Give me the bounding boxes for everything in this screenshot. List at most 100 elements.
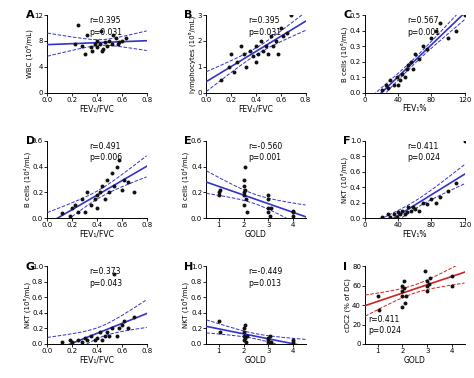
Point	[87, 333, 95, 339]
Point	[113, 164, 121, 170]
Point	[81, 51, 89, 57]
Point	[78, 339, 86, 345]
Text: r=0.411: r=0.411	[407, 141, 438, 150]
Point	[396, 77, 404, 83]
Text: E: E	[184, 136, 192, 146]
Point	[66, 213, 73, 219]
Point	[88, 48, 96, 54]
Point	[240, 202, 247, 208]
Point	[277, 25, 284, 31]
Point	[264, 339, 272, 345]
Point	[78, 43, 86, 49]
Point	[81, 209, 89, 215]
Point	[83, 337, 91, 343]
X-axis label: FEV₁/FVC: FEV₁/FVC	[80, 356, 115, 364]
Point	[228, 51, 235, 57]
Point	[448, 273, 456, 279]
Point	[108, 170, 116, 176]
Point	[118, 322, 126, 328]
Text: p=0.001: p=0.001	[407, 28, 440, 37]
Point	[394, 82, 402, 88]
X-axis label: GOLD: GOLD	[245, 230, 267, 239]
Text: r=0.411: r=0.411	[368, 314, 400, 324]
Point	[461, 138, 468, 144]
Point	[93, 205, 101, 211]
Point	[97, 28, 105, 34]
Point	[100, 196, 108, 202]
Text: p=0.006: p=0.006	[89, 153, 122, 162]
Point	[93, 335, 101, 341]
Point	[103, 43, 111, 49]
Text: p=0.031: p=0.031	[89, 28, 122, 37]
Point	[403, 209, 410, 215]
Point	[87, 44, 95, 50]
Point	[264, 192, 272, 198]
X-axis label: FEV₁/FVC: FEV₁/FVC	[80, 104, 115, 113]
Point	[436, 20, 444, 26]
Text: p=0.024: p=0.024	[407, 153, 440, 162]
Point	[218, 77, 225, 83]
Point	[93, 38, 101, 44]
Point	[386, 77, 394, 83]
Point	[399, 208, 406, 214]
Point	[266, 333, 273, 339]
Point	[240, 325, 247, 332]
Point	[428, 196, 435, 202]
Point	[411, 206, 419, 212]
Point	[93, 192, 101, 198]
Point	[267, 33, 274, 39]
Point	[453, 180, 460, 186]
Text: r=0.395: r=0.395	[248, 16, 280, 25]
Point	[78, 196, 86, 202]
Point	[98, 48, 106, 54]
Point	[241, 187, 248, 193]
Point	[240, 329, 247, 335]
Point	[423, 288, 431, 294]
Point	[419, 43, 427, 49]
X-axis label: GOLD: GOLD	[245, 356, 267, 364]
Point	[91, 337, 99, 343]
Text: p=0.031: p=0.031	[248, 28, 281, 37]
Point	[74, 209, 82, 215]
Point	[110, 183, 118, 189]
Text: r=0.395: r=0.395	[89, 16, 120, 25]
Point	[240, 337, 247, 343]
Point	[423, 46, 431, 52]
Point	[290, 208, 297, 214]
Point	[112, 35, 119, 41]
Point	[375, 307, 383, 313]
Point	[415, 208, 423, 214]
Point	[215, 318, 222, 324]
Point	[240, 192, 247, 198]
Point	[230, 69, 237, 75]
Y-axis label: cDC2 (% of DC): cDC2 (% of DC)	[344, 278, 351, 332]
Text: p=0.024: p=0.024	[368, 326, 401, 335]
Point	[410, 67, 417, 73]
Point	[384, 85, 392, 91]
Point	[399, 71, 406, 77]
Point	[267, 339, 274, 345]
Point	[264, 196, 272, 202]
Point	[400, 285, 408, 291]
Point	[266, 213, 273, 219]
Point	[393, 74, 401, 80]
Point	[106, 333, 113, 339]
Point	[83, 31, 91, 37]
Point	[423, 278, 431, 284]
Point	[264, 337, 272, 343]
Point	[290, 213, 297, 219]
Point	[244, 209, 251, 215]
Text: r=0.567: r=0.567	[407, 16, 438, 25]
Point	[419, 200, 427, 206]
Point	[378, 214, 385, 220]
Y-axis label: B cells (10⁴/mL): B cells (10⁴/mL)	[23, 152, 31, 207]
Point	[399, 283, 406, 289]
Point	[255, 51, 262, 57]
Point	[130, 314, 138, 320]
Point	[71, 41, 79, 47]
Point	[425, 281, 432, 287]
X-axis label: FEV₁/FVC: FEV₁/FVC	[238, 104, 273, 113]
Point	[453, 28, 460, 34]
Point	[108, 325, 116, 332]
Point	[391, 82, 398, 88]
